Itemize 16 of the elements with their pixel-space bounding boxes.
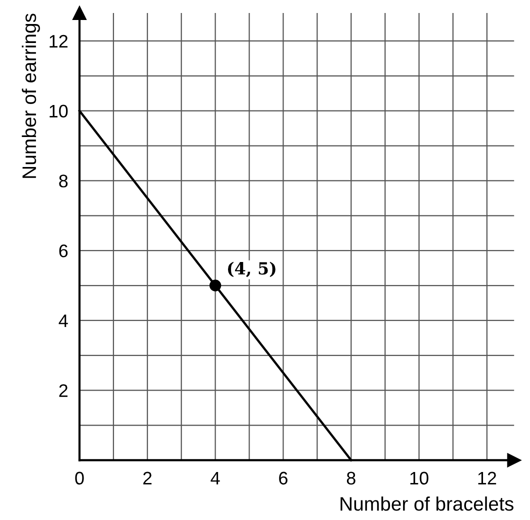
x-tick-label: 8 <box>346 472 356 485</box>
x-tick-label: 2 <box>143 472 152 484</box>
x-tick-label: 4 <box>210 472 220 484</box>
y-tick-label: 8 <box>59 174 68 188</box>
x-tick-label: 12 <box>478 472 496 484</box>
annotation: (4, 5) <box>228 262 276 278</box>
x-tick-label: 10 <box>410 472 428 485</box>
y-tick-label: 2 <box>59 384 68 397</box>
y-tick-label: 4 <box>58 314 68 327</box>
y-tick-label: 10 <box>50 104 68 118</box>
y-axis-title: Number of earrings <box>22 14 40 178</box>
y-tick-label: 6 <box>59 244 68 258</box>
x-tick-label: 0 <box>75 472 84 485</box>
x-tick-label: 6 <box>279 472 288 485</box>
x-axis-title: Number of bracelets <box>340 496 514 511</box>
y-tick-label: 12 <box>50 34 68 48</box>
